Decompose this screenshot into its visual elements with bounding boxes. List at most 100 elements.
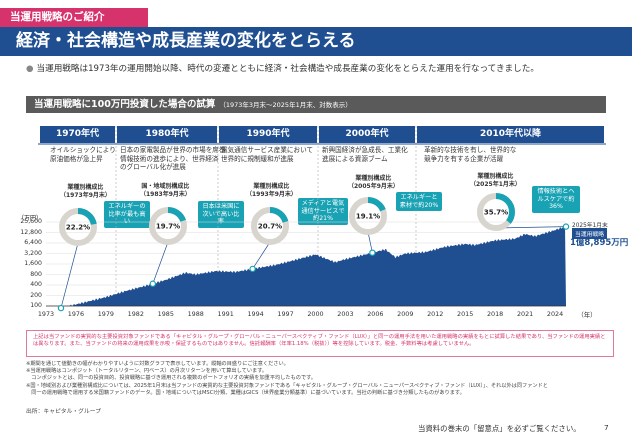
page-number: 7	[604, 423, 609, 432]
era-desc-line: 進展による資源ブーム	[322, 154, 388, 163]
page-title: 経済・社会構造や成長産業の変化をとらえる	[0, 27, 632, 56]
y-tick-label: 100	[30, 302, 42, 309]
series-marker	[149, 280, 156, 287]
source-note: 出所：キャピタル・グループ	[26, 409, 102, 415]
footnote-line: 同一の運用戦略で運用する米国籍ファンドのデータ。国・地域についてはMSCI分類、…	[26, 389, 465, 396]
performance-area	[46, 226, 566, 306]
era-desc-line: 原油価格が急上昇	[50, 154, 103, 163]
ring-leader-line	[367, 231, 373, 253]
x-tick-label: 2000	[307, 310, 324, 318]
ring-date: （1983年9月末）	[140, 190, 191, 198]
era-desc-line: 情報技術の進歩により、世界経済	[120, 154, 219, 163]
y-tick-label: 1,600	[24, 260, 42, 267]
ring-4-label: 業種別構成比 （2005年9月末）	[348, 175, 399, 190]
era-2010s-desc: 革新的な技術を有し、世界的な 競争力を有する企業が活躍	[424, 146, 516, 163]
ring-track	[149, 207, 187, 245]
y-tick-label: 25,600	[20, 218, 42, 225]
x-tick-label: 1973	[37, 310, 55, 318]
bullet-dot: ●	[26, 64, 34, 74]
y-tick-label: 800	[30, 270, 42, 278]
x-tick-label: 2009	[397, 310, 414, 318]
ring-1-label: 業種別構成比 （1973年9月末）	[60, 184, 111, 199]
ring-track	[477, 193, 515, 231]
ring-title: 業種別構成比	[253, 183, 290, 190]
x-tick-label: 2018	[486, 310, 504, 318]
era-2000s-desc: 新興国経済が急成長、工業化 進展による資源ブーム	[322, 146, 408, 163]
notice-box: 上記は当ファンドの実質的な主要投資対象ファンドである「キャピタル・グループ・グロ…	[26, 330, 614, 357]
footnotes: ※期間を通じて値動きの幅がわかりやすいように対数グラフで表示しています。縦軸の目…	[26, 361, 616, 397]
x-tick-label: 2021	[516, 310, 534, 318]
x-tick-label: 1985	[157, 310, 174, 318]
ring-leader-line	[152, 241, 169, 284]
ring-value: 22.2%	[66, 224, 90, 232]
callout-it-healthcare: 情報技術とヘルスケアで約36%	[532, 186, 580, 213]
y-tick-label: 12,800	[20, 228, 42, 236]
chart-section-subtitle: （1973年3月末〜2025年1月末、対数表示）	[219, 101, 352, 109]
footnote-line: ※当運用戦略はコンポジット（トータルリターン、円ベース）の月次リターンを用いて算…	[26, 368, 268, 375]
ring-2-label: 国・地域別構成比 （1983年9月末）	[140, 183, 191, 198]
footnote-line: ※期間を通じて値動きの幅がわかりやすいように対数グラフで表示しています。縦軸の目…	[26, 361, 289, 367]
x-tick-label: 1979	[97, 310, 114, 318]
x-tick-label: 2015	[457, 310, 474, 318]
era-desc-line: のグローバル化が進展	[120, 163, 186, 171]
era-desc-line: 競争力を有する企業が活躍	[424, 154, 504, 163]
ring-date: （1973年9月末）	[60, 191, 111, 199]
footnote-line: ※国・地域別および業種別構成比については、2025年1月末は当ファンドの実質的な…	[26, 382, 548, 389]
ring-value: 19.7%	[156, 223, 180, 231]
ring-leader-line	[252, 241, 271, 270]
ring-leader-line	[495, 226, 567, 229]
era-2010s: 2010年代以降	[417, 126, 604, 143]
x-tick-label: 1988	[187, 310, 204, 318]
ring-highlight	[149, 207, 187, 245]
ring-leader-line	[60, 242, 79, 309]
era-desc-line: 新興国経済が急成長、工業化	[322, 146, 408, 154]
era-1990s: 1990年代	[219, 126, 317, 143]
era-desc-line: 日本の家電製品が世界の市場を席巻	[120, 146, 226, 154]
end-value-label: 1億8,895万円	[570, 238, 629, 248]
ring-date: （2005年9月末）	[348, 182, 399, 190]
series-marker	[562, 223, 570, 230]
section-tag: 当運用戦略のご紹介	[0, 8, 148, 27]
chart-section-header: 当運用戦略に100万円投資した場合の試算 （1973年3月末〜2025年1月末、対…	[26, 96, 606, 113]
y-axis-unit: （万円）	[18, 215, 43, 222]
ring-date: （2025年1月末）	[470, 180, 521, 188]
era-desc-line: 革新的な技術を有し、世界的な	[424, 146, 517, 154]
footnote-line: コンポジットとは、同一の投資目的、投資戦略に基づき運用される複数のポートフォリオ…	[26, 375, 316, 382]
ring-highlight	[349, 197, 387, 235]
ring-title: 国・地域別構成比	[141, 183, 190, 190]
x-tick-label: 2024	[546, 310, 564, 318]
era-1980s: 1980年代	[117, 126, 217, 143]
ring-value: 35.7%	[484, 209, 508, 217]
x-tick-label: 2006	[367, 310, 384, 318]
intro-sentence: 当運用戦略は1973年の運用開始以降、時代の変遷とともに経済・社会構造や成長産業…	[36, 64, 539, 74]
intro-text: ● 当運用戦略は1973年の運用開始以降、時代の変遷とともに経済・社会構造や成長産…	[26, 62, 539, 74]
callout-media: メディアと電気通信サービスで約21%	[298, 198, 348, 225]
end-series-label: 当運用戦略	[572, 228, 607, 239]
y-tick-label: 6,400	[24, 239, 42, 246]
y-tick-label: 200	[30, 291, 42, 299]
callout-japan: 日本は米国に次いで高い比率	[198, 201, 244, 228]
x-tick-label: 2012	[427, 310, 444, 318]
ring-title: 業種別構成比	[477, 173, 514, 180]
ring-value: 20.7%	[258, 223, 282, 231]
ring-title: 業種別構成比	[355, 175, 392, 182]
y-tick-label: 400	[30, 281, 42, 288]
series-marker	[369, 249, 376, 256]
ring-track	[251, 207, 289, 245]
ring-5-label: 業種別構成比 （2025年1月末）	[470, 173, 521, 188]
end-date-label: 2025年1月末	[572, 223, 608, 229]
x-axis-unit: （年）	[577, 311, 597, 319]
footer-disclaimer: 当資料の巻末の「留意点」を必ずご覧ください。	[418, 424, 581, 433]
chart-section-title: 当運用戦略に100万円投資した場合の試算	[34, 99, 216, 110]
ring-value: 19.1%	[356, 213, 380, 221]
series-marker	[249, 265, 256, 273]
y-tick-label: 3,200	[24, 249, 42, 257]
x-tick-label: 1976	[67, 310, 85, 318]
era-desc-line: オイルショックにより	[50, 146, 116, 154]
era-desc-line: 電気通信サービス産業において	[221, 146, 314, 154]
callout-energy: エネルギーの比率が最も高い	[104, 201, 150, 228]
x-tick-label: 1982	[127, 310, 144, 318]
ring-track	[349, 197, 387, 235]
era-2000s: 2000年代	[319, 126, 415, 143]
era-desc-line: 世界的に規制緩和が進展	[221, 154, 294, 163]
